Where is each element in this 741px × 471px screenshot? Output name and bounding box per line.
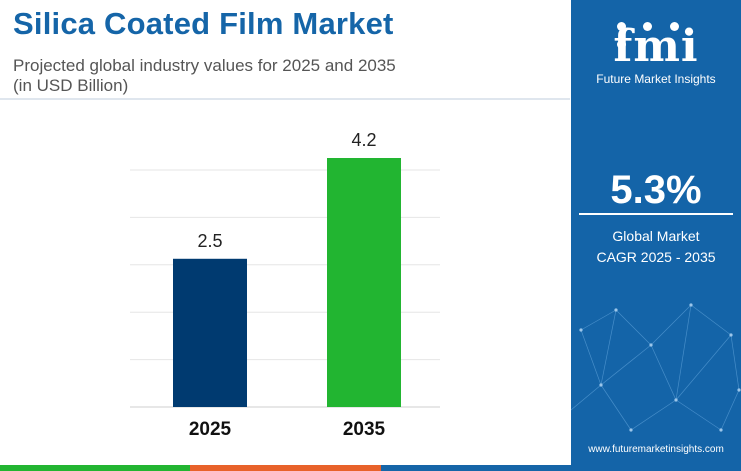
cagr-value: 5.3% (610, 168, 702, 212)
cagr-label-line-2: CAGR 2025 - 2035 (596, 249, 716, 265)
strip-segment-green (0, 465, 191, 471)
fmi-logo: fmi (571, 10, 741, 80)
data-label-2025: 2.5 (197, 231, 222, 251)
header-divider (0, 98, 570, 100)
bar-2025 (173, 258, 247, 407)
logo-dot-icon (669, 22, 679, 31)
page-subtitle: Projected global industry values for 202… (13, 56, 396, 96)
logo-wordmark: fmi (613, 21, 699, 72)
network-pattern-graphic (571, 303, 741, 432)
logo-dot-icon (643, 22, 653, 31)
bar-2035 (327, 158, 401, 407)
cagr-label-line-1: Global Market (612, 228, 700, 244)
strip-segment-orange (190, 465, 381, 471)
bar-chart: 2.5 2025 4.2 2035 (130, 130, 440, 440)
logo-tagline: Future Market Insights (596, 72, 716, 86)
cagr-divider (579, 213, 733, 215)
summary-panel: fmi Future Market Insights 5.3% Global M… (571, 0, 741, 471)
data-label-2035: 4.2 (351, 130, 376, 150)
page-title: Silica Coated Film Market (13, 6, 394, 41)
bottom-color-strip (0, 465, 571, 471)
subtitle-line-2: (in USD Billion) (13, 76, 129, 95)
strip-segment-blue (380, 465, 571, 471)
website-url: www.futuremarketinsights.com (588, 444, 724, 455)
x-tick-label-2025: 2025 (189, 419, 232, 440)
logo-icons (617, 18, 707, 49)
logo-dot-icon (617, 40, 626, 49)
x-tick-label-2035: 2035 (343, 419, 386, 440)
logo-dot-icon (617, 22, 626, 31)
cagr-label: Global Market CAGR 2025 - 2035 (571, 226, 741, 268)
subtitle-line-1: Projected global industry values for 202… (13, 56, 396, 75)
